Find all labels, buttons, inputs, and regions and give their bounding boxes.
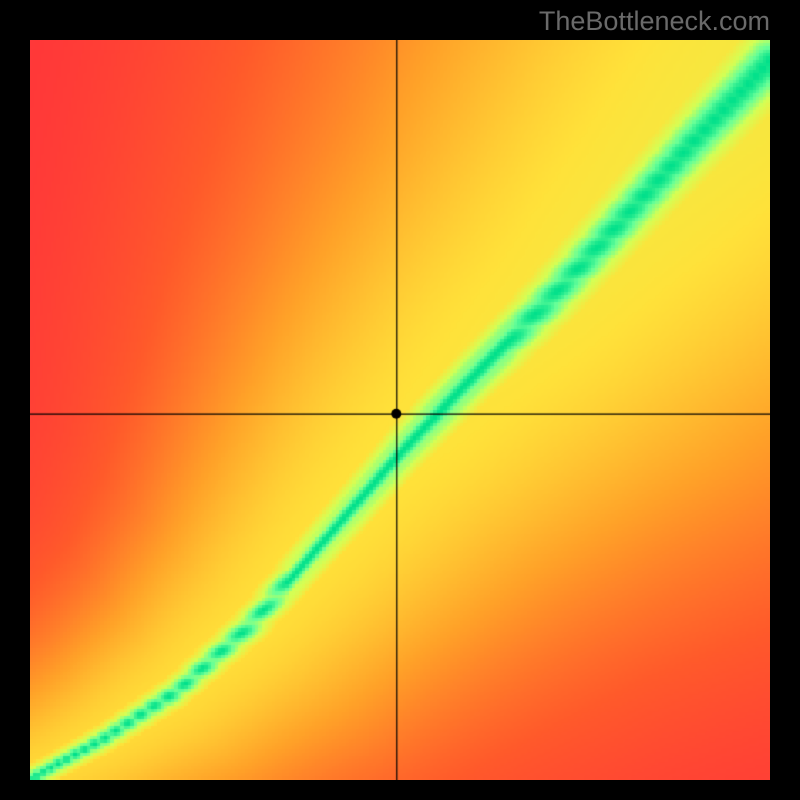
watermark-text: TheBottleneck.com — [539, 6, 770, 37]
chart-container: TheBottleneck.com — [0, 0, 800, 800]
heatmap-canvas — [30, 40, 770, 780]
